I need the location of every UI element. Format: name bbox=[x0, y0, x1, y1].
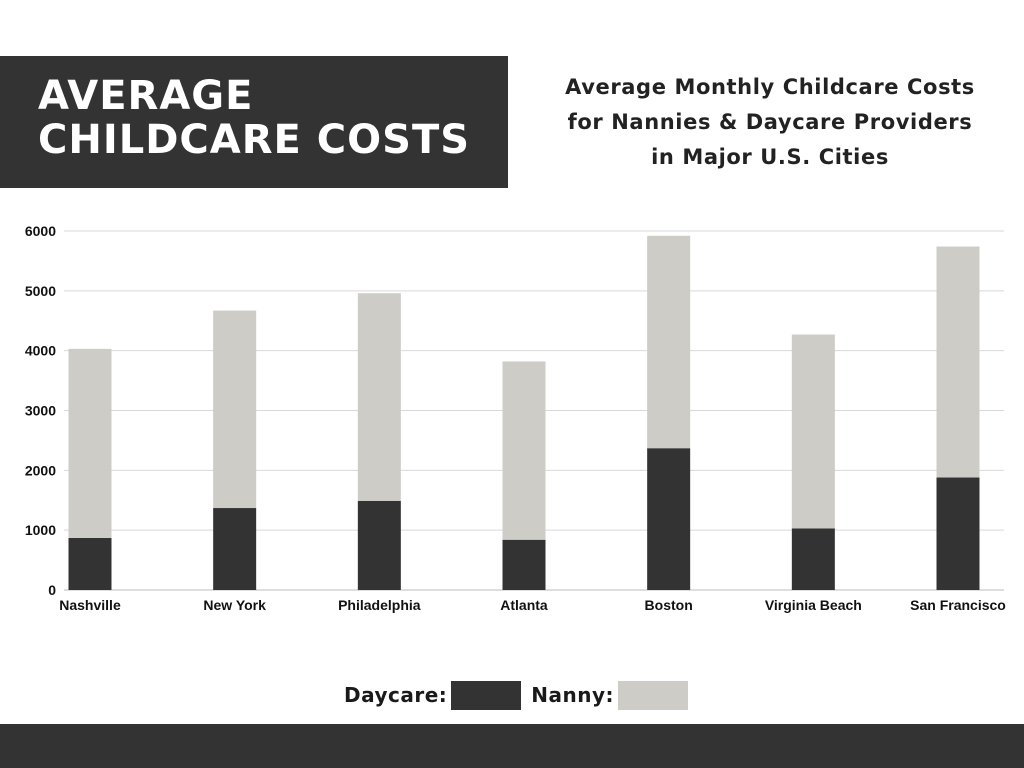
x-tick-label: Boston bbox=[645, 597, 693, 613]
chart-legend: Daycare: Nanny: bbox=[344, 680, 689, 710]
chart-subtitle: Average Monthly Childcare Costs for Nann… bbox=[520, 70, 1020, 175]
footer-bar bbox=[0, 724, 1024, 768]
x-tick-label: San Francisco bbox=[910, 597, 1006, 613]
y-tick-label: 6000 bbox=[25, 223, 56, 239]
bar-daycare bbox=[357, 500, 401, 590]
stacked-bar-chart: 0 1000 2000 3000 4000 5000 6000 Nashville New Yo… bbox=[25, 223, 1006, 613]
subtitle-line-3: in Major U.S. Cities bbox=[651, 145, 889, 169]
bar-daycare bbox=[936, 477, 980, 590]
x-tick-label: Atlanta bbox=[500, 597, 548, 613]
legend-label-daycare: Daycare: bbox=[344, 683, 448, 707]
x-tick-label: Virginia Beach bbox=[765, 597, 862, 613]
x-tick-label: New York bbox=[203, 597, 266, 613]
legend-label-nanny: Nanny: bbox=[531, 683, 615, 707]
x-tick-label: Nashville bbox=[59, 597, 121, 613]
y-tick-label: 2000 bbox=[25, 462, 56, 478]
bar-nanny bbox=[68, 348, 112, 538]
bar-nanny bbox=[936, 246, 980, 478]
bar-daycare bbox=[647, 448, 691, 590]
bar-nanny bbox=[502, 361, 546, 540]
legend-swatch-nanny bbox=[618, 680, 689, 710]
bar-nanny bbox=[647, 235, 691, 449]
bar-nanny bbox=[213, 310, 257, 509]
subtitle-line-1: Average Monthly Childcare Costs bbox=[565, 75, 975, 99]
title-line-2: CHILDCARE COSTS bbox=[38, 117, 471, 163]
bar-nanny bbox=[357, 293, 401, 501]
y-tick-label: 1000 bbox=[25, 522, 56, 538]
title-banner: AVERAGE CHILDCARE COSTS bbox=[0, 56, 508, 188]
title-line-1: AVERAGE bbox=[38, 73, 254, 119]
subtitle-line-2: for Nannies & Daycare Providers bbox=[567, 110, 973, 134]
bar-daycare bbox=[791, 528, 835, 590]
y-tick-label: 4000 bbox=[25, 343, 56, 359]
bar-daycare bbox=[213, 508, 257, 590]
bar-daycare bbox=[68, 537, 112, 590]
x-tick-label: Philadelphia bbox=[338, 597, 421, 613]
bar-daycare bbox=[502, 539, 546, 590]
y-tick-label: 0 bbox=[48, 582, 56, 598]
y-tick-label: 5000 bbox=[25, 283, 56, 299]
y-tick-label: 3000 bbox=[25, 403, 56, 419]
bar-nanny bbox=[791, 334, 835, 529]
legend-swatch-daycare bbox=[451, 680, 522, 710]
